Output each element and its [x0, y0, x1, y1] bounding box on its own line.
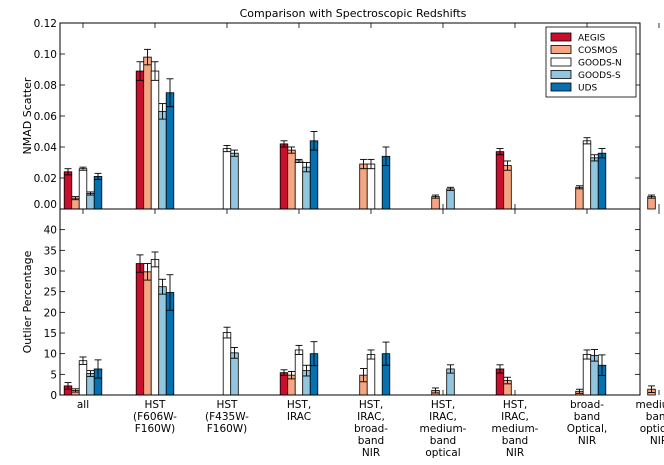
bar-uds	[93, 176, 103, 210]
bar-goods-n	[582, 140, 592, 210]
y-tick-label: 25	[44, 287, 57, 299]
legend-swatch-cosmos	[550, 45, 572, 54]
bar-goods-s	[158, 110, 167, 210]
bar-goods-s	[230, 152, 239, 210]
bar-uds	[165, 92, 175, 210]
bar-aegis	[279, 143, 289, 210]
bar-cosmos	[503, 165, 512, 210]
bar-uds	[597, 152, 607, 210]
bar-goods-n	[78, 360, 88, 396]
bar-goods-n	[78, 168, 88, 210]
y-axis-title: Outlier Percentage	[21, 250, 34, 353]
category-label: HST, IRAC, medium-band NIR	[492, 399, 539, 459]
chart-panels: 0.00 0.02 0.04 0.06 0.08 0.10 0.12 NMAD Scatter…	[21, 18, 660, 402]
y-tick-label: 5	[50, 369, 57, 381]
y-tick-label: 30	[44, 266, 57, 278]
bar-aegis	[135, 263, 145, 396]
plot-frame	[59, 208, 641, 396]
legend-label-goods-s: GOODS-S	[578, 71, 621, 81]
bar-aegis	[63, 171, 73, 210]
bar-goods-n	[366, 354, 376, 396]
y-tick-label: 15	[44, 328, 57, 340]
bar-goods-s	[590, 157, 599, 210]
y-axis-title: NMAD Scatter	[21, 77, 34, 154]
category-label: broad-band Optical, NIR	[567, 399, 607, 447]
legend-label-aegis: AEGIS	[578, 34, 605, 44]
bar-goods-s	[86, 193, 95, 210]
chart-title: Comparison with Spectroscopic Redshifts	[240, 7, 467, 20]
category-label: HST (F606W-F160W)	[133, 399, 177, 435]
bar-goods-n	[294, 160, 304, 210]
legend: AEGIS COSMOS GOODS-N GOODS-S UDS	[545, 26, 637, 98]
bar-aegis	[279, 372, 289, 396]
legend-swatch-goods-n	[550, 57, 572, 67]
category-labels: all HST (F606W-F160W) HST (F435W-F160W) HST, I…	[77, 399, 664, 459]
category-label: HST, IRAC	[287, 399, 311, 423]
bar-aegis	[495, 151, 505, 210]
bar-cosmos	[143, 56, 152, 210]
y-tick-label: 0.08	[34, 80, 57, 92]
y-tick-label: 0.00	[34, 199, 57, 211]
bar-goods-n	[150, 70, 160, 210]
y-tick-label: 10	[44, 349, 57, 361]
legend-label-goods-n: GOODS-N	[578, 59, 622, 69]
bar-goods-n	[294, 349, 304, 396]
panel-nmad: 0.00 0.02 0.04 0.06 0.08 0.10 0.12 NMAD Scatter	[21, 18, 660, 211]
category-label: HST, IRAC, broad-band NIR	[354, 399, 388, 459]
bar-cosmos	[359, 163, 368, 210]
y-tick-label: 0.10	[34, 49, 57, 61]
legend-label-cosmos: COSMOS	[578, 46, 618, 56]
legend-label-uds: UDS	[578, 84, 598, 94]
y-tick-label: 0.02	[34, 173, 57, 185]
bar-goods-n	[582, 354, 592, 396]
bar-goods-n	[222, 332, 232, 396]
y-tick-label: 35	[44, 245, 57, 257]
bar-goods-n	[150, 259, 160, 396]
legend-swatch-uds	[550, 82, 572, 92]
bar-goods-s	[302, 166, 311, 210]
bar-aegis	[135, 70, 145, 210]
legend-swatch-goods-s	[550, 70, 572, 79]
bar-cosmos	[287, 149, 296, 210]
bar-goods-s	[230, 352, 239, 396]
y-tick-label: 0.06	[34, 111, 58, 123]
y-tick-label: 0.12	[34, 18, 57, 30]
bar-goods-n	[366, 163, 376, 210]
category-label: all	[77, 399, 89, 411]
y-tick-label: 0.04	[34, 142, 58, 154]
bar-uds	[309, 140, 319, 210]
category-label: HST (F435W-F160W)	[205, 399, 249, 435]
legend-swatch-aegis	[550, 32, 572, 42]
bar-cosmos	[143, 271, 152, 396]
category-label: HST, IRAC, medium-band optical	[420, 399, 467, 459]
bar-cosmos	[575, 186, 584, 210]
bar-goods-n	[222, 148, 232, 210]
y-tick-label: 0	[50, 390, 57, 402]
bar-goods-s	[158, 286, 167, 396]
bar-goods-s	[446, 188, 455, 210]
y-tick-label: 40	[44, 225, 57, 237]
panel-outlier: 0 5 10 15 20 25 30 35 40 Outlier Percentage	[21, 208, 660, 402]
y-tick-label: 20	[44, 307, 57, 319]
